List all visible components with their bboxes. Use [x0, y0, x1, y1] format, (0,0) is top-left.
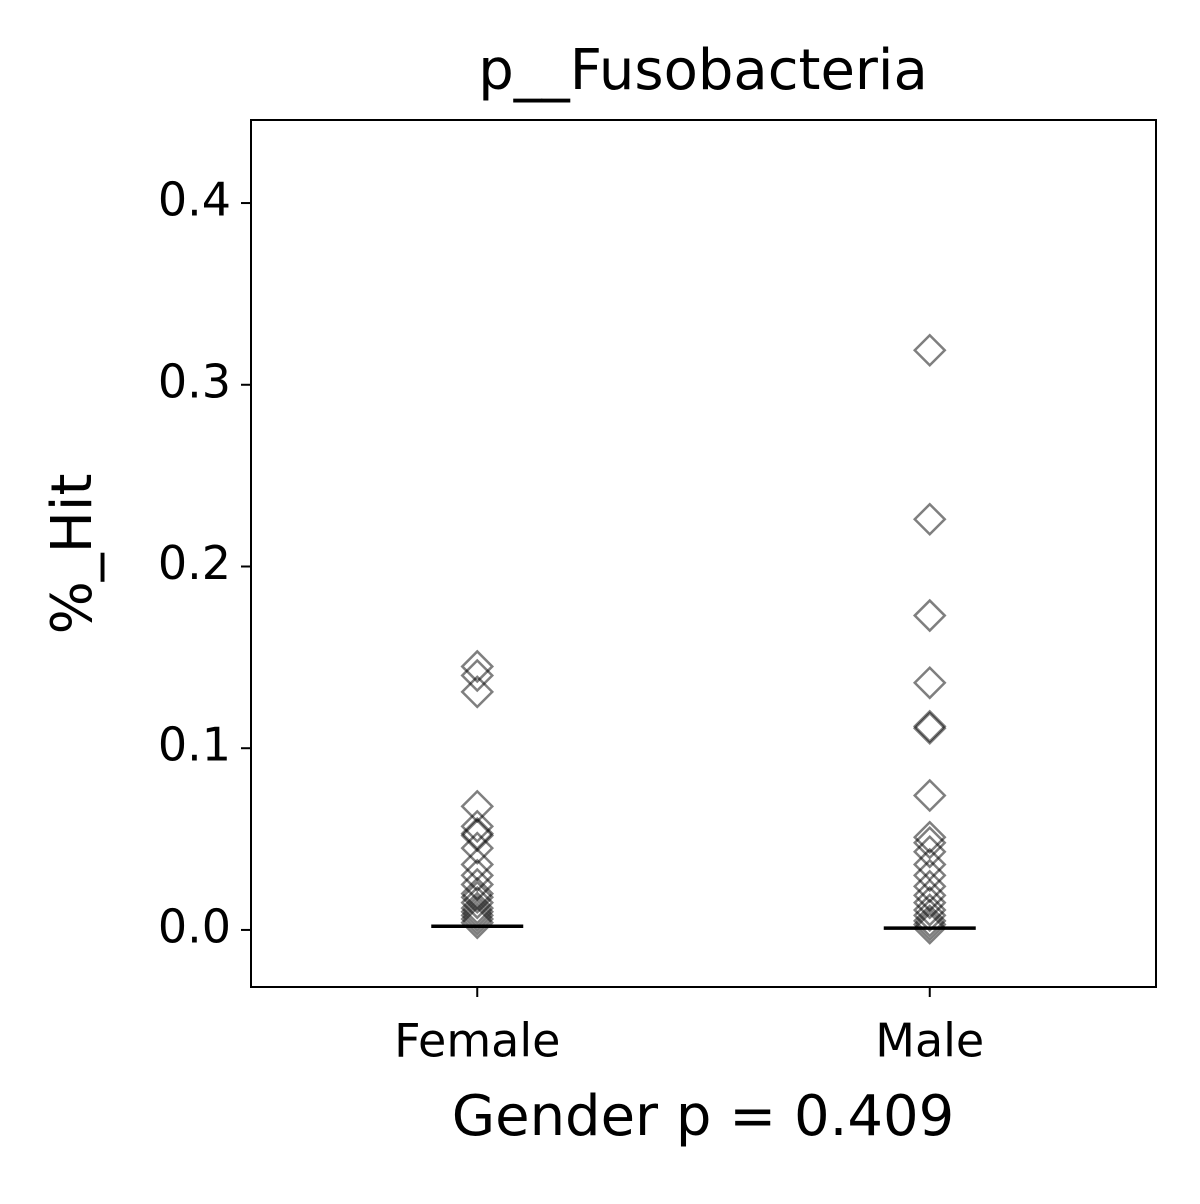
point	[912, 885, 947, 920]
point	[912, 333, 947, 368]
point	[460, 858, 495, 893]
chart-title: p__Fusobacteria	[478, 38, 928, 103]
point	[912, 502, 947, 537]
point	[460, 831, 495, 865]
y-tick-label: 0.2	[158, 536, 231, 590]
point	[912, 778, 947, 813]
point	[460, 902, 495, 936]
point	[912, 835, 947, 869]
point	[912, 904, 947, 938]
point	[912, 898, 947, 933]
point	[912, 666, 947, 700]
point	[460, 649, 495, 684]
point	[912, 893, 947, 927]
point	[460, 885, 495, 920]
point	[460, 905, 495, 940]
point	[912, 711, 947, 745]
point	[912, 820, 947, 855]
y-axis-label: %_Hit	[40, 474, 105, 635]
point	[460, 891, 495, 925]
point	[912, 598, 947, 633]
point	[460, 675, 495, 709]
y-tick-label: 0.1	[158, 718, 231, 772]
point	[912, 911, 947, 945]
x-axis-label: Gender p = 0.409	[452, 1084, 955, 1149]
x-tick-label: Female	[394, 1014, 560, 1068]
x-tick-label: Male	[875, 1014, 984, 1068]
point	[460, 809, 495, 844]
point	[460, 898, 495, 933]
point	[912, 907, 947, 942]
point	[460, 658, 495, 693]
point	[460, 880, 495, 914]
y-tick-label: 0.0	[158, 899, 231, 953]
plot-frame	[250, 119, 1157, 988]
y-tick-label: 0.4	[158, 173, 231, 227]
point	[912, 858, 947, 893]
point	[912, 825, 947, 860]
y-tick-label: 0.3	[158, 354, 231, 408]
point	[912, 709, 947, 744]
